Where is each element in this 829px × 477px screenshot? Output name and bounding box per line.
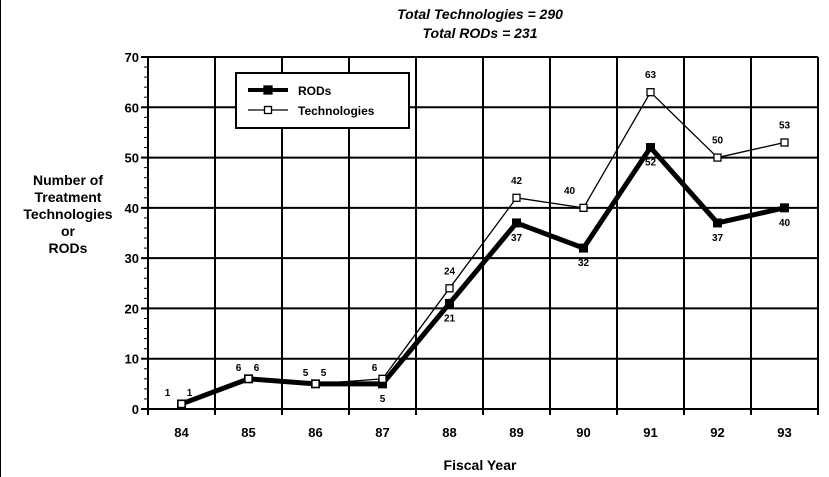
legend-label-technologies: Technologies bbox=[298, 104, 375, 118]
x-tick-label: 87 bbox=[375, 425, 389, 440]
x-tick-label: 85 bbox=[241, 425, 255, 440]
data-label-technologies: 50 bbox=[712, 136, 724, 147]
data-markers bbox=[177, 88, 789, 409]
data-label-rods: 32 bbox=[578, 258, 590, 269]
marker-technologies bbox=[646, 88, 655, 97]
data-label-technologies: 24 bbox=[444, 266, 456, 277]
marker-technologies bbox=[512, 193, 521, 202]
x-tick-label: 91 bbox=[643, 425, 657, 440]
legend-label-rods: RODs bbox=[298, 84, 332, 98]
data-label-rods: 37 bbox=[511, 233, 523, 244]
data-label-rods: 21 bbox=[444, 313, 456, 324]
y-axis-label-line-4: or bbox=[61, 223, 75, 239]
x-axis-label: Fiscal Year bbox=[443, 457, 517, 473]
marker-rods bbox=[579, 243, 588, 253]
series-line-technologies bbox=[181, 91, 785, 405]
x-tick-label: 92 bbox=[710, 425, 724, 440]
y-tick-label: 0 bbox=[132, 402, 139, 417]
marker-rods bbox=[713, 218, 722, 228]
marker-rods bbox=[780, 203, 789, 213]
y-axis-label-line-5: RODs bbox=[48, 240, 88, 256]
marker-rods bbox=[646, 143, 655, 153]
data-label-technologies: 63 bbox=[645, 70, 657, 81]
data-label-technologies: 40 bbox=[564, 186, 576, 197]
data-label-rods: 6 bbox=[254, 363, 260, 374]
y-tick-label: 50 bbox=[125, 151, 139, 166]
data-label-technologies: 5 bbox=[303, 368, 309, 379]
x-tick-label: 93 bbox=[777, 425, 791, 440]
y-tick-label: 10 bbox=[125, 352, 139, 367]
page-left-border bbox=[0, 0, 1, 477]
marker-rods bbox=[512, 218, 521, 228]
tick-labels: 0 10 20 30 40 50 60 70 84 85 86 87 88 89 90 91 92 93 bbox=[125, 50, 792, 440]
y-tick-label: 40 bbox=[125, 201, 139, 216]
axis-ticks bbox=[141, 56, 148, 410]
data-label-technologies: 42 bbox=[511, 176, 523, 187]
y-axis-label-line-1: Number of bbox=[33, 172, 103, 188]
data-labels: 1 6 5 5 21 37 32 52 37 40 1 6 5 6 24 42 40 63 50 53 bbox=[165, 70, 791, 405]
x-tick-label: 89 bbox=[509, 425, 523, 440]
marker-rods bbox=[445, 298, 454, 308]
x-tick-label: 88 bbox=[442, 425, 456, 440]
y-axis-label-line-3: Technologies bbox=[23, 206, 113, 222]
marker-technologies bbox=[311, 379, 320, 389]
data-label-technologies: 6 bbox=[236, 363, 242, 374]
data-label-rods: 1 bbox=[187, 388, 193, 399]
marker-technologies bbox=[713, 153, 722, 162]
marker-technologies bbox=[445, 284, 454, 293]
x-tick-label: 86 bbox=[308, 425, 322, 440]
data-label-technologies: 6 bbox=[372, 363, 378, 374]
data-label-rods: 52 bbox=[645, 158, 657, 169]
chart-title: Total Technologies = 290 bbox=[397, 6, 563, 22]
chart-subtitle: Total RODs = 231 bbox=[422, 25, 538, 41]
marker-technologies bbox=[378, 374, 387, 383]
data-label-rods: 5 bbox=[321, 368, 327, 379]
legend-marker-technologies bbox=[263, 105, 273, 115]
data-label-technologies: 1 bbox=[165, 388, 171, 399]
marker-technologies bbox=[244, 374, 253, 383]
y-tick-label: 30 bbox=[125, 251, 139, 266]
data-label-rods: 5 bbox=[380, 394, 386, 405]
y-tick-label: 70 bbox=[125, 50, 139, 65]
legend: RODs Technologies bbox=[235, 72, 410, 129]
y-axis-label-line-2: Treatment bbox=[34, 189, 102, 205]
marker-technologies bbox=[177, 399, 186, 409]
y-tick-label: 20 bbox=[125, 301, 139, 316]
data-label-technologies: 53 bbox=[779, 120, 791, 131]
x-tick-label: 84 bbox=[174, 425, 189, 440]
y-tick-label: 60 bbox=[125, 100, 139, 115]
data-label-rods: 40 bbox=[779, 218, 791, 229]
x-tick-label: 90 bbox=[576, 425, 590, 440]
marker-technologies bbox=[780, 138, 789, 147]
marker-technologies bbox=[579, 203, 588, 213]
legend-box bbox=[235, 72, 410, 129]
legend-marker-rods bbox=[263, 85, 273, 95]
series-lines bbox=[180, 91, 786, 407]
data-label-rods: 37 bbox=[712, 233, 724, 244]
